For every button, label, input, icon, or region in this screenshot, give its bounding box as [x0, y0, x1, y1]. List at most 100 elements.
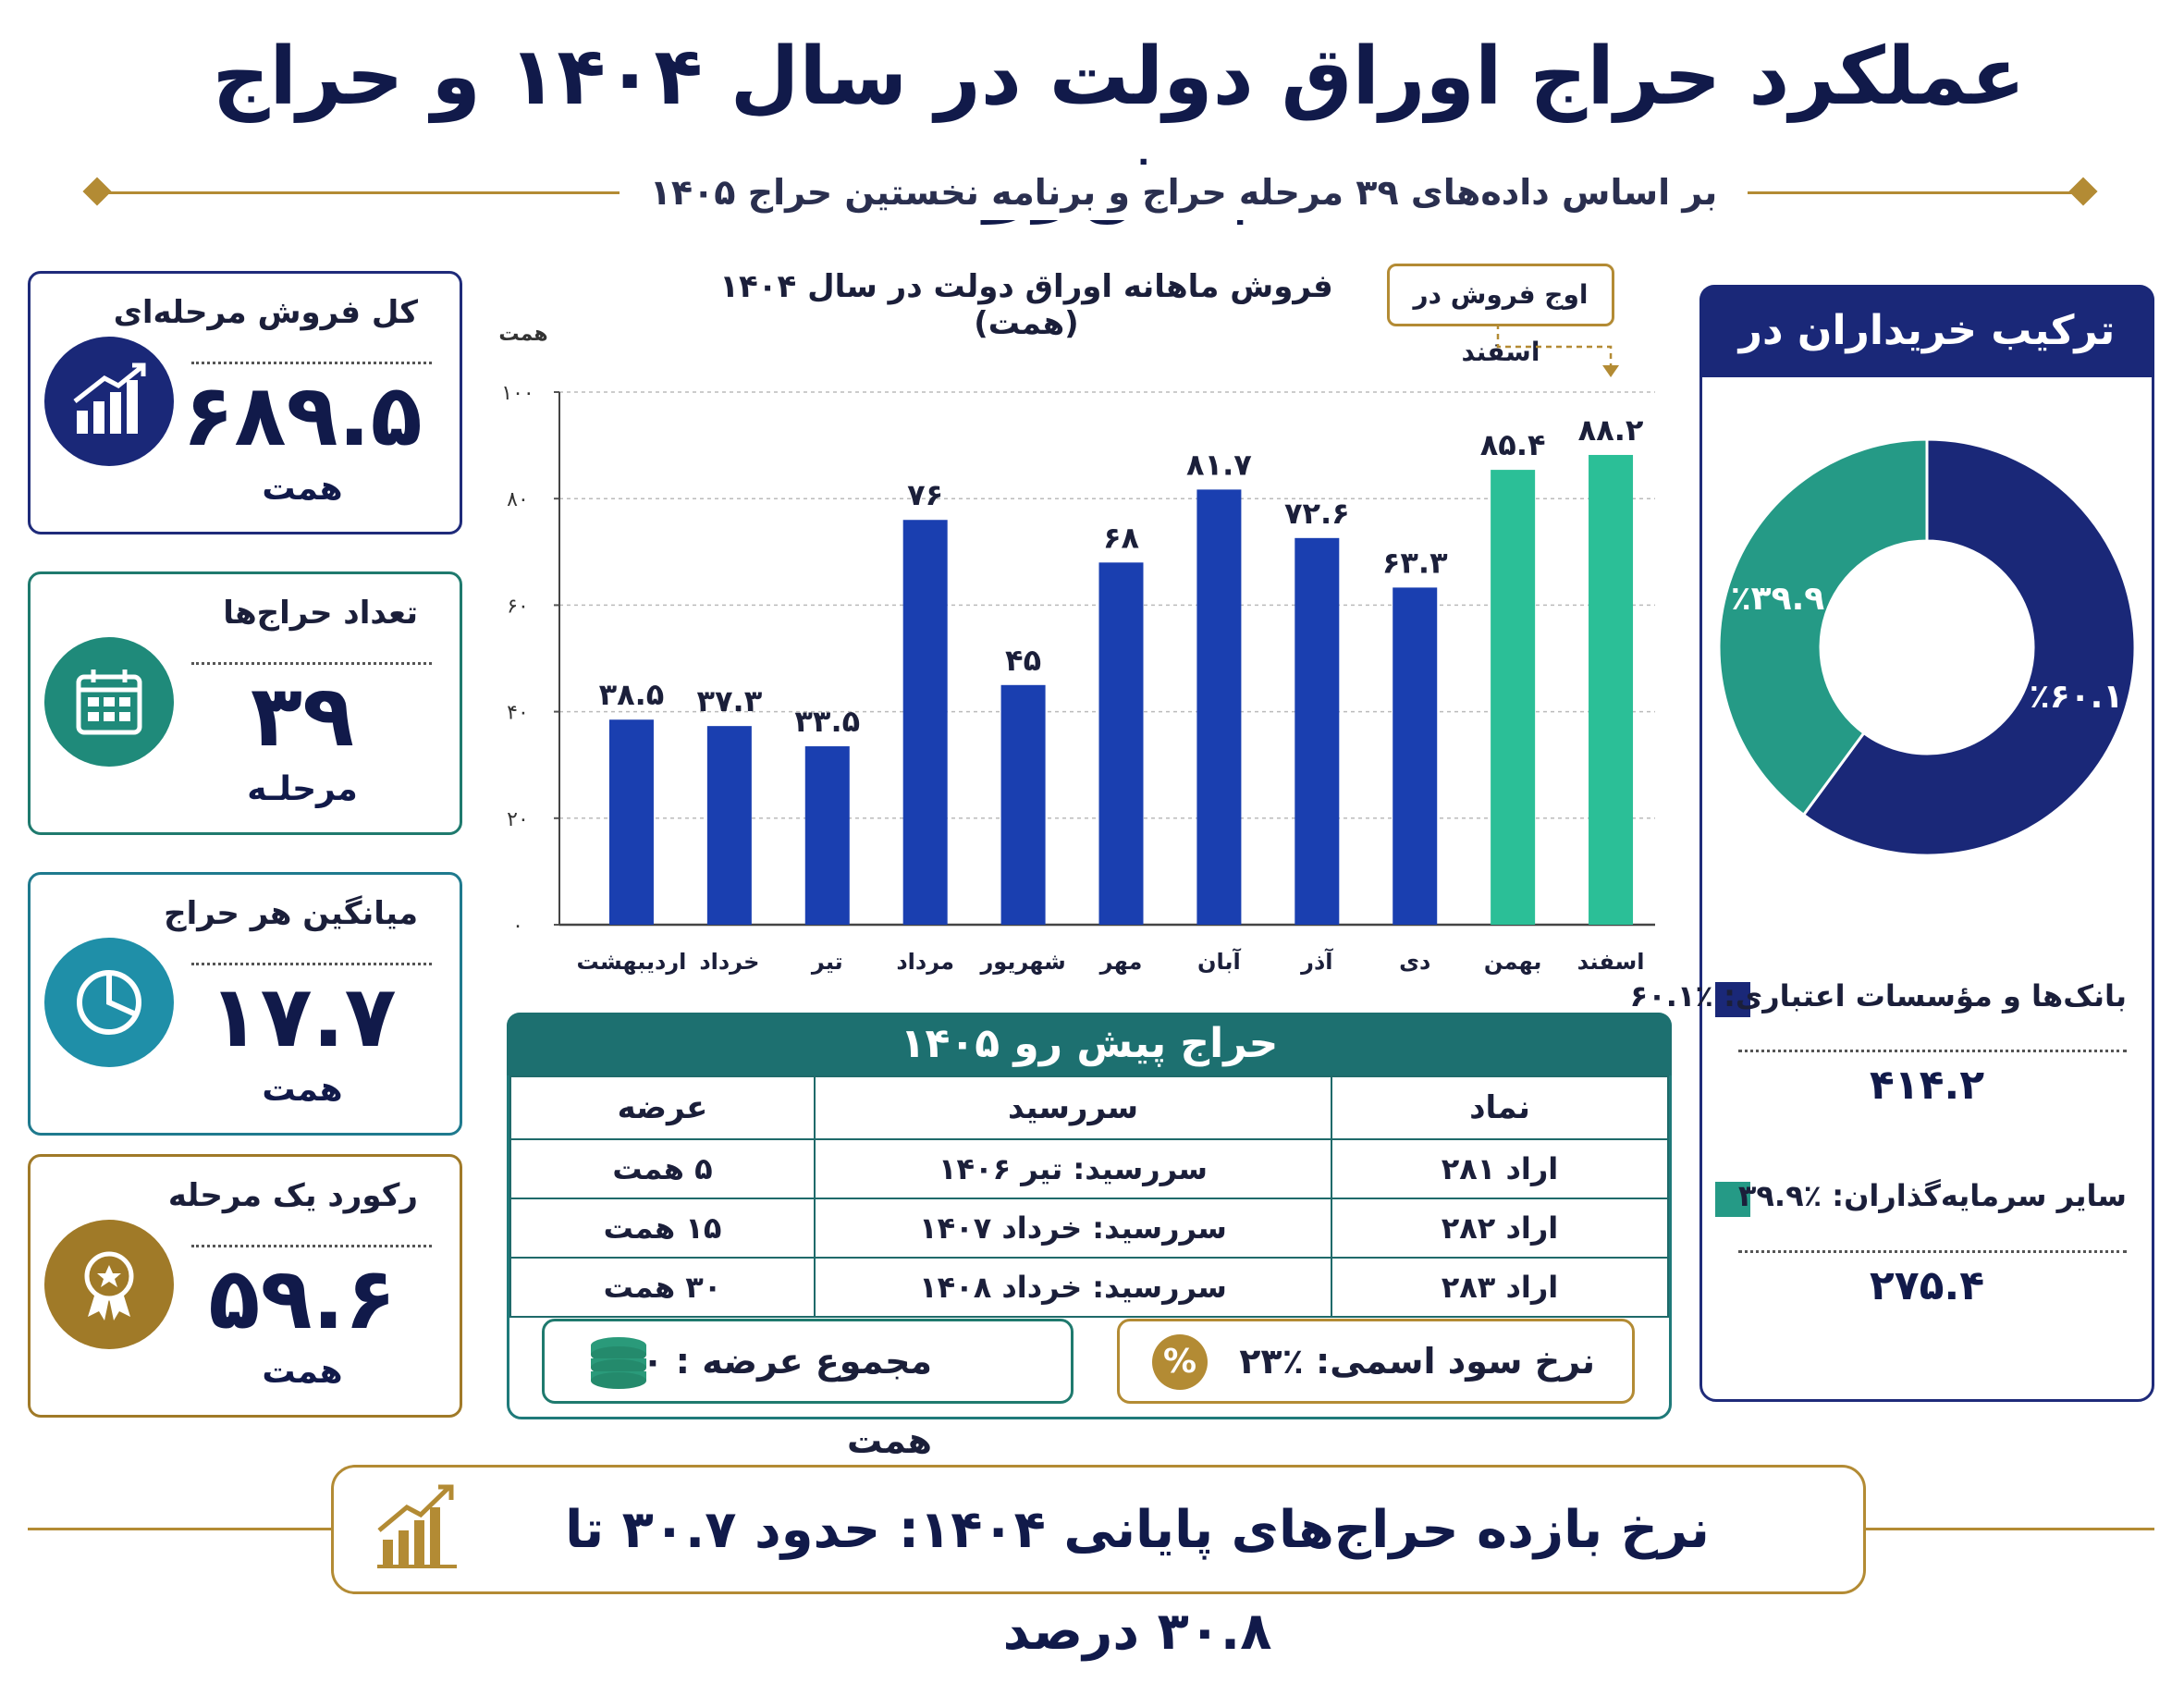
- cell-symbol: اراد ۲۸۳: [1331, 1257, 1669, 1318]
- dotted-divider: [191, 362, 432, 364]
- kpi-card-average: میانگین هر حراج ۱۷.۷ همت: [28, 872, 462, 1136]
- nominal-rate-pill: نرخ سود اسمی: ٪۲۳ %: [1117, 1319, 1635, 1404]
- x-tick-label: اسفند: [1577, 949, 1645, 975]
- kpi-label: رکورد یک مرحله: [167, 1177, 418, 1214]
- annotation-arrow: [1602, 365, 1620, 377]
- table-row: اراد ۲۸۳ سررسید: خرداد ۱۴۰۸ ۳۰ همت: [509, 1257, 1669, 1318]
- dotted-divider: [1738, 1050, 2127, 1052]
- x-tick-label: شهریور: [979, 949, 1065, 975]
- dotted-divider: [1738, 1250, 2127, 1253]
- bar: [1000, 684, 1046, 925]
- table-row: اراد ۲۸۱ سررسید: تیر ۱۴۰۶ ۵ همت: [509, 1138, 1669, 1199]
- table-header-row: نماد سررسید عرضه: [509, 1075, 1669, 1140]
- bar-value-label: ۳۸.۵: [599, 677, 665, 712]
- bar-value-label: ۳۷.۳: [696, 683, 762, 719]
- col-header-maturity: سررسید: [814, 1075, 1332, 1140]
- bar-value-label: ۶۳.۳: [1382, 545, 1448, 580]
- legend-swatch-others: [1715, 1182, 1750, 1217]
- bar: [706, 726, 752, 925]
- kpi-value: ۶۸۹.۵: [182, 366, 423, 465]
- upcoming-table: نماد سررسید عرضه اراد ۲۸۱ سررسید: تیر ۱۴…: [509, 1075, 1669, 1318]
- page-title: عملکرد حراج اوراق دولت در سال ۱۴۰۴ و حرا…: [212, 31, 2026, 225]
- diamond-ornament: [2068, 177, 2098, 206]
- col-header-offer: عرضه: [509, 1075, 816, 1140]
- peak-annotation: اوج فروش در اسفند: [1387, 264, 1614, 367]
- kpi-value: ۵۹.۶: [208, 1249, 397, 1348]
- cell-offer: ۵ همت: [509, 1138, 816, 1199]
- legend-label-banks: بانک‌ها و مؤسسات اعتباری: ٪۶۰.۱: [1629, 978, 2127, 1013]
- bar-chart-growth-icon: [44, 337, 174, 466]
- growth-chart-icon: [377, 1484, 457, 1568]
- y-tick-label: ۱۰۰: [501, 382, 534, 405]
- kpi-unit: همت: [262, 470, 343, 508]
- y-tick-label: ۲۰: [507, 808, 529, 831]
- buyer-donut-chart: ٪۶۰.۱ ٪۳۹.۹: [1717, 437, 2137, 857]
- pie-chart-icon: [44, 938, 174, 1067]
- donut-slice: [1801, 437, 2137, 857]
- bar: [1491, 470, 1536, 925]
- bar-value-label: ۸۱.۷: [1186, 447, 1252, 482]
- bar: [1589, 454, 1634, 925]
- banner-divider-line: [28, 1528, 331, 1530]
- kpi-value: ۱۷.۷: [208, 967, 397, 1066]
- kpi-unit: همت: [262, 1071, 343, 1109]
- cell-offer: ۱۵ همت: [509, 1198, 816, 1259]
- bar: [1098, 562, 1144, 925]
- bar: [1196, 489, 1242, 925]
- x-tick-label: بهمن: [1484, 949, 1542, 975]
- y-axis-label: همت: [498, 323, 547, 346]
- y-tick-label: ۸۰: [507, 488, 529, 511]
- legend-amount-banks: ۴۱۴.۲: [1869, 1062, 1985, 1109]
- cell-offer: ۳۰ همت: [509, 1257, 816, 1318]
- bar: [902, 520, 948, 925]
- dotted-divider: [191, 662, 432, 665]
- cell-maturity: سررسید: تیر ۱۴۰۶: [814, 1138, 1332, 1199]
- kpi-label: میانگین هر حراج: [164, 895, 418, 932]
- x-tick-label: آبان: [1197, 948, 1242, 975]
- kpi-card-record: رکورد یک مرحله ۵۹.۶ همت: [28, 1154, 462, 1418]
- x-tick-label: خرداد: [699, 949, 759, 975]
- table-row: اراد ۲۸۲ سررسید: خرداد ۱۴۰۷ ۱۵ همت: [509, 1198, 1669, 1259]
- bar-value-label: ۴۵: [1005, 643, 1041, 678]
- kpi-label: کل فروش مرحله‌ای: [113, 294, 418, 331]
- y-tick-label: ۰: [512, 915, 523, 938]
- total-offer-pill: مجموع عرضه : ۵۰ همت: [542, 1319, 1074, 1461]
- banner-divider-line: [1866, 1528, 2154, 1530]
- monthly-sales-bar-chart: همت ۰ ۲۰ ۴۰ ۶۰ ۸۰ ۱۰۰ ۳۸.۵ اردیبهشت ۳۷.۳ خرداد ۳۳.۵…: [498, 323, 1655, 975]
- kpi-value: ۳۹: [250, 667, 355, 766]
- bar: [804, 746, 850, 925]
- bar: [1294, 537, 1340, 925]
- x-tick-label: دی: [1399, 949, 1430, 975]
- kpi-unit: همت: [262, 1353, 343, 1391]
- composition-title: ترکیب خریداران در ۱۴۰۴: [1699, 285, 2154, 447]
- diamond-ornament: [82, 177, 112, 206]
- bar-value-label: ۶۸: [1103, 520, 1140, 555]
- coin-stack-icon: [591, 1337, 646, 1389]
- chart-title: فروش ماهانه اوراق دولت در سال ۱۴۰۴ (همت): [719, 268, 1333, 342]
- x-tick-label: مرداد: [896, 949, 954, 975]
- kpi-unit: مرحلـه: [247, 770, 358, 808]
- dotted-divider: [191, 963, 432, 965]
- bar-value-label: ۷۶: [907, 477, 943, 512]
- y-tick-label: ۴۰: [507, 702, 529, 725]
- divider-line: [102, 191, 620, 194]
- award-ribbon-icon: [44, 1220, 174, 1349]
- bar-value-label: ۷۲.۶: [1284, 496, 1350, 531]
- bar-value-label: ۳۳.۵: [794, 704, 860, 739]
- cell-maturity: سررسید: خرداد ۱۴۰۸: [814, 1257, 1332, 1318]
- page-subtitle: بر اساس داده‌های ۳۹ مرحله حراج و برنامه …: [638, 165, 1729, 220]
- kpi-card-total-sales: کل فروش مرحله‌ای ۶۸۹.۵ همت: [28, 271, 462, 534]
- slice-label: ٪۶۰.۱: [2030, 678, 2124, 716]
- yield-banner-text: نرخ بازده حراج‌های پایانی ۱۴۰۴: حدود ۳۰.…: [565, 1500, 1710, 1662]
- x-tick-label: آذر: [1300, 948, 1333, 975]
- cell-symbol: اراد ۲۸۲: [1331, 1198, 1669, 1259]
- bar-value-label: ۸۸.۲: [1578, 412, 1644, 448]
- divider-line: [1748, 191, 2080, 194]
- legend-label-others: سایر سرمایه‌گذاران: ٪۳۹.۹: [1737, 1178, 2127, 1213]
- donut-slice: [1717, 437, 1929, 817]
- legend-amount-others: ۲۷۵.۴: [1869, 1262, 1985, 1309]
- upcoming-title: حراج پیش رو ۱۴۰۵: [507, 1013, 1672, 1075]
- subtitle-row: بر اساس داده‌های ۳۹ مرحله حراج و برنامه …: [82, 165, 2099, 220]
- bar-value-label: ۸۵.۴: [1480, 427, 1546, 462]
- x-tick-label: اردیبهشت: [577, 949, 687, 975]
